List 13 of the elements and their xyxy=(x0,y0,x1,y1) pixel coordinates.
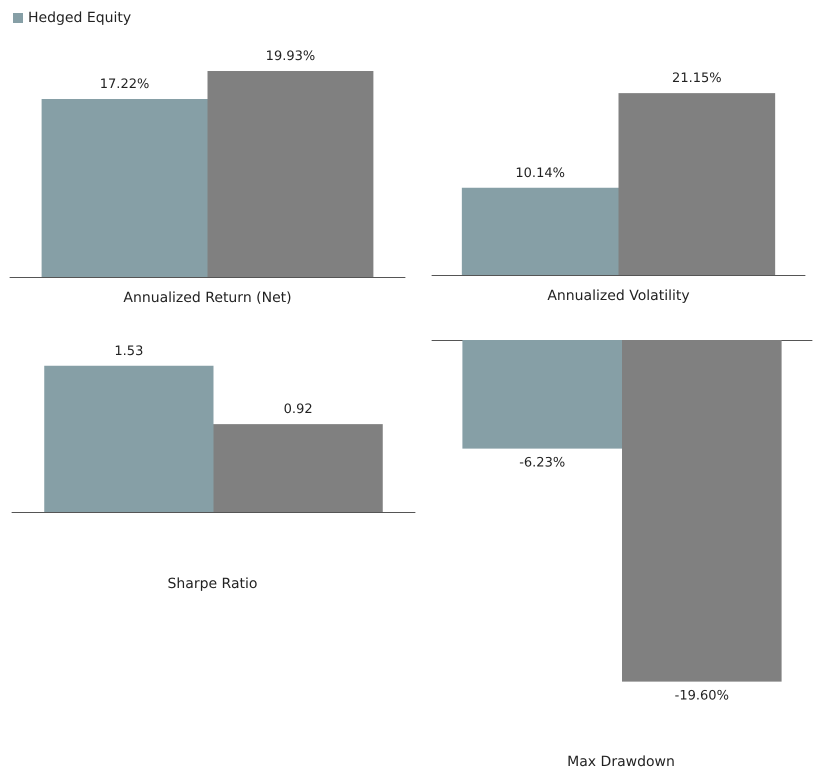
x-axis-title: Annualized Return (Net) xyxy=(123,290,292,306)
data-label: 17.22% xyxy=(100,77,150,92)
data-label: 0.92 xyxy=(284,402,313,418)
legend-label: Hedged Equity xyxy=(28,10,132,26)
data-label: 10.14% xyxy=(515,166,565,181)
x-axis-title: Max Drawdown xyxy=(567,754,675,770)
data-label: 19.93% xyxy=(266,49,316,64)
data-label: 21.15% xyxy=(672,71,722,86)
data-label: -6.23% xyxy=(519,456,566,471)
x-axis-title: Sharpe Ratio xyxy=(168,576,258,592)
data-label: 1.53 xyxy=(114,344,144,359)
data-label: -19.60% xyxy=(674,688,729,704)
x-axis-title: Annualized Volatility xyxy=(547,288,690,304)
